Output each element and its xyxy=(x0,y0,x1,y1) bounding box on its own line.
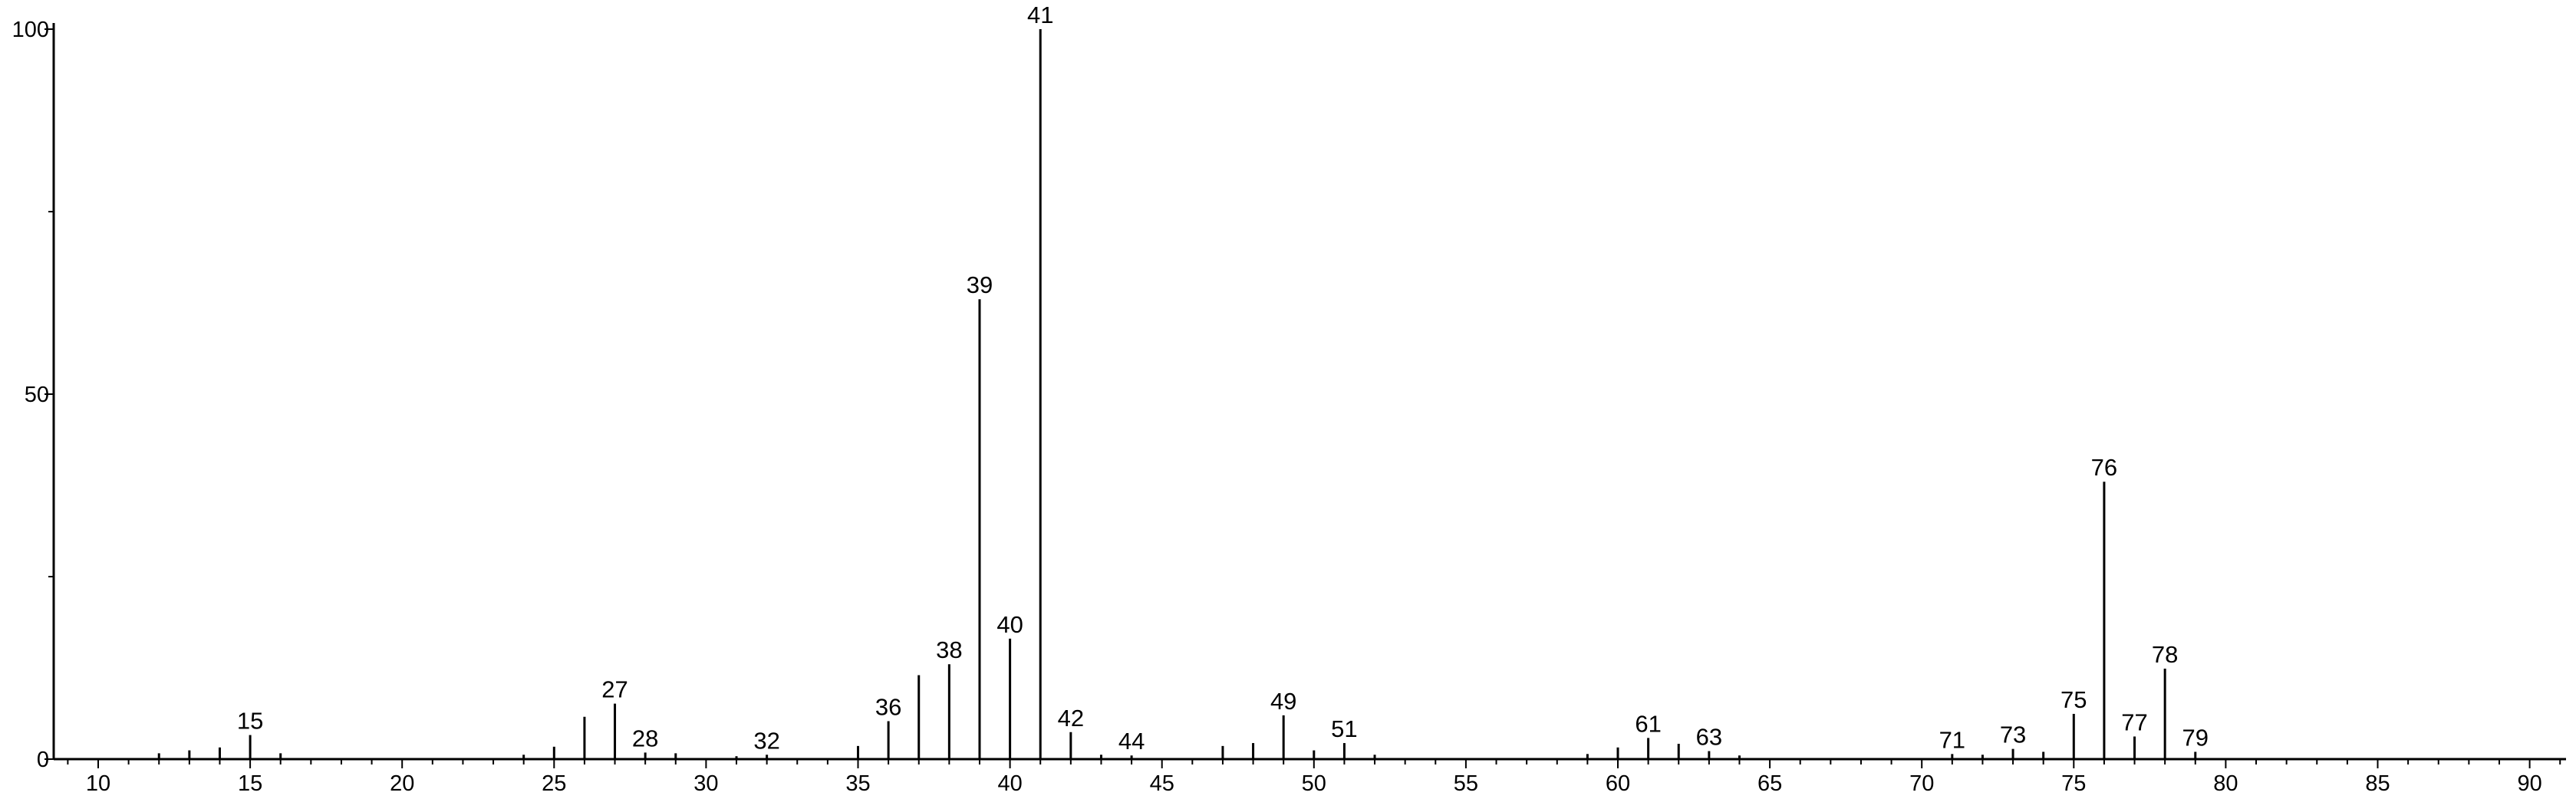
peak-label-28: 28 xyxy=(632,725,658,751)
peak-label-77: 77 xyxy=(2121,709,2147,735)
peak-label-49: 49 xyxy=(1270,688,1296,715)
peak-label-38: 38 xyxy=(936,636,962,663)
peak-label-40: 40 xyxy=(996,611,1023,638)
peak-label-42: 42 xyxy=(1058,705,1084,732)
peak-label-27: 27 xyxy=(601,676,628,703)
peak-label-79: 79 xyxy=(2182,724,2209,751)
y-tick-label: 100 xyxy=(12,18,49,42)
x-tick-label: 50 xyxy=(1302,771,1326,796)
peak-label-15: 15 xyxy=(237,708,263,735)
x-tick-label: 70 xyxy=(1909,771,1934,796)
peak-label-71: 71 xyxy=(1939,726,1965,753)
y-tick-label: 0 xyxy=(37,748,49,772)
peak-label-61: 61 xyxy=(1635,710,1661,737)
x-tick-label: 65 xyxy=(1757,771,1782,796)
peak-label-41: 41 xyxy=(1027,2,1053,28)
x-tick-label: 60 xyxy=(1606,771,1630,796)
peak-label-36: 36 xyxy=(875,693,901,720)
peaks xyxy=(157,29,2197,759)
peak-label-32: 32 xyxy=(753,727,779,754)
peak-label-63: 63 xyxy=(1696,724,1722,751)
x-tick-label: 30 xyxy=(693,771,718,796)
peak-label-39: 39 xyxy=(967,271,993,298)
x-tick-label: 20 xyxy=(390,771,414,796)
peak-label-44: 44 xyxy=(1118,728,1145,755)
x-tick-label: 35 xyxy=(845,771,870,796)
x-tick-label: 90 xyxy=(2517,771,2541,796)
axes xyxy=(52,23,2566,761)
x-tick-label: 45 xyxy=(1150,771,1174,796)
x-tick-label: 55 xyxy=(1454,771,1478,796)
y-tick-label: 50 xyxy=(25,383,49,407)
x-tick-label: 15 xyxy=(238,771,262,796)
peak-label-78: 78 xyxy=(2152,641,2178,668)
x-tick-label: 25 xyxy=(542,771,566,796)
peak-label-76: 76 xyxy=(2091,454,2117,481)
x-tick-label: 10 xyxy=(86,771,110,796)
peak-label-75: 75 xyxy=(2060,686,2087,713)
peak-label-73: 73 xyxy=(2000,722,2026,748)
x-tick-label: 85 xyxy=(2365,771,2390,796)
axis-ticks: 10 15 20 25 30 35 40 45 50 55 60 65 70 75 80 85 90 0 50 100 xyxy=(12,18,2561,796)
x-tick-label: 40 xyxy=(997,771,1022,796)
x-tick-label: 75 xyxy=(2061,771,2086,796)
peak-label-51: 51 xyxy=(1331,715,1357,742)
x-tick-label: 80 xyxy=(2213,771,2238,796)
